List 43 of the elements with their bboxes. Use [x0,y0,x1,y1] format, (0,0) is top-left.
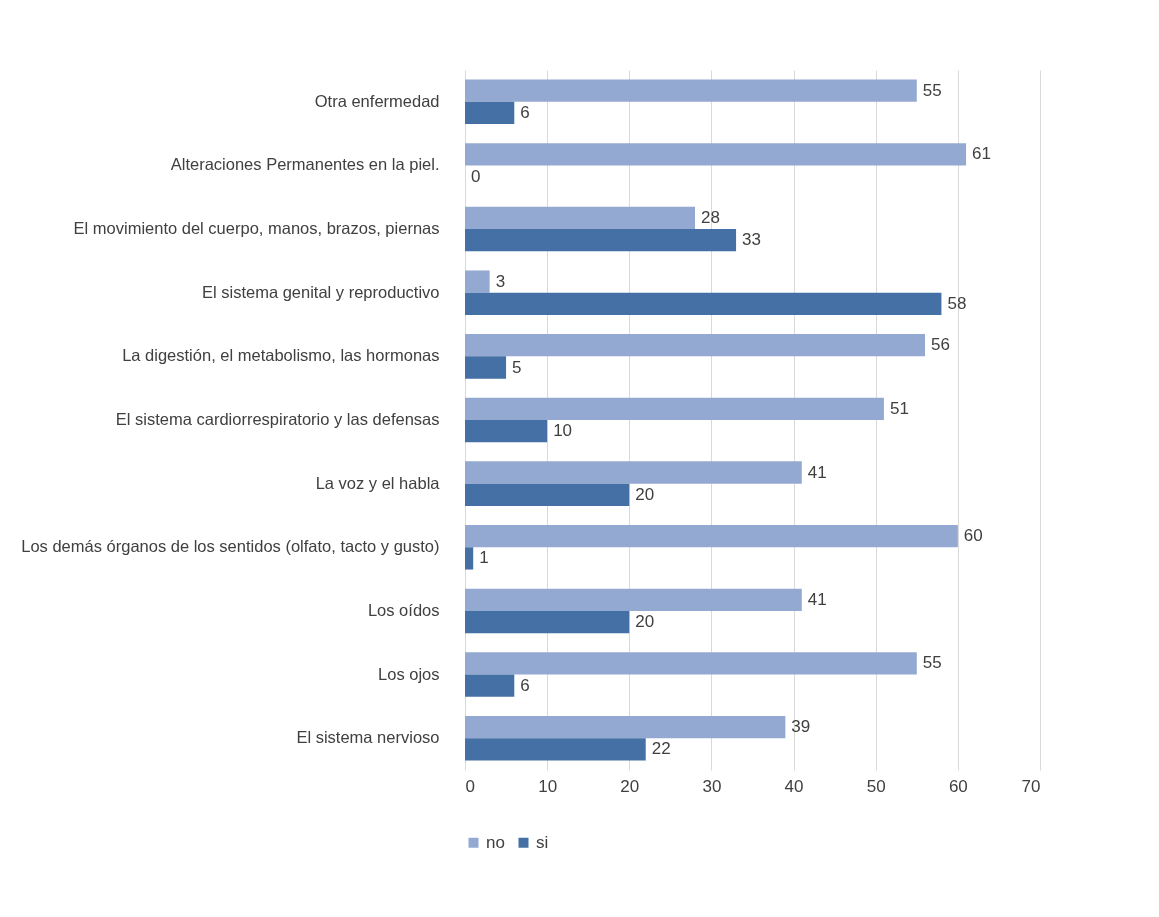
data-label: 56 [931,335,950,355]
y-tick-label: La digestión, el metabolismo, las hormonas [122,346,440,365]
data-label: 33 [742,230,761,250]
data-label: 20 [635,612,655,632]
x-tick-label: 0 [465,776,475,796]
x-tick-label: 10 [538,776,558,796]
y-tick-label: La voz y el habla [315,473,441,492]
data-label: 55 [922,80,942,100]
y-tick-label: El sistema genital y reproductivo [201,282,440,301]
y-tick-label: Los ojos [378,664,440,683]
data-label: 28 [701,207,720,227]
data-label: 10 [553,421,573,441]
data-label: 20 [635,484,655,504]
data-label: 6 [520,102,530,122]
data-label: 61 [972,144,991,164]
data-label: 41 [807,462,827,482]
data-label: 22 [651,739,671,759]
x-tick-label: 60 [948,776,968,796]
y-tick-label: El sistema cardiorrespiratorio y las defensas [115,410,440,428]
data-label: 60 [963,526,983,546]
y-tick-label: Alteraciones Permanentes en la piel. [170,155,440,174]
data-label: 5 [512,357,522,377]
legend-label: si [536,832,549,852]
data-label: 51 [889,398,909,418]
data-label: 58 [947,293,967,313]
x-tick-label: 70 [1021,776,1041,796]
data-label: 0 [471,166,481,186]
y-tick-label: El sistema nervioso [296,728,440,747]
y-tick-label: Los demás órganos de los sentidos (olfato, tacto y gusto) [21,537,440,556]
data-label: 41 [807,589,827,609]
legend-label: no [486,832,505,852]
x-tick-label: 40 [784,776,804,796]
data-label: 1 [479,548,489,568]
y-tick-label: El movimiento del cuerpo, manos, brazos, piernas [73,219,440,238]
data-label: 55 [922,653,942,673]
y-tick-label: Otra enfermedad [314,91,440,110]
data-label: 39 [791,717,811,737]
x-tick-label: 30 [702,776,722,796]
data-label: 3 [495,271,506,291]
x-tick-label: 50 [866,776,886,796]
data-label: 6 [520,675,530,695]
y-tick-label: Los oídos [367,600,440,619]
x-tick-label: 20 [620,776,640,796]
